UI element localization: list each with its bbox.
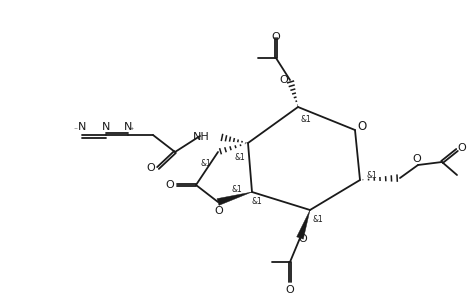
- Text: NH: NH: [193, 132, 210, 142]
- Text: O: O: [272, 32, 280, 42]
- Text: &1: &1: [232, 186, 242, 195]
- Text: N: N: [102, 122, 110, 132]
- Text: N: N: [78, 122, 86, 132]
- Text: &1: &1: [301, 115, 311, 124]
- Text: &1: &1: [234, 154, 245, 162]
- Text: O: O: [458, 143, 467, 153]
- Text: &1: &1: [367, 170, 377, 179]
- Text: O: O: [286, 285, 294, 295]
- Polygon shape: [297, 210, 310, 239]
- Text: O: O: [166, 180, 174, 190]
- Text: ⁺: ⁺: [130, 126, 134, 135]
- Text: &1: &1: [201, 159, 212, 168]
- Polygon shape: [217, 192, 252, 205]
- Text: N: N: [124, 122, 132, 132]
- Text: O: O: [215, 206, 223, 216]
- Text: O: O: [298, 234, 307, 244]
- Text: O: O: [357, 121, 367, 133]
- Text: ⁻: ⁻: [73, 126, 77, 135]
- Text: &1: &1: [252, 198, 262, 206]
- Text: O: O: [147, 163, 156, 173]
- Text: O: O: [413, 154, 421, 164]
- Text: &1: &1: [312, 216, 323, 225]
- Text: O: O: [280, 75, 289, 85]
